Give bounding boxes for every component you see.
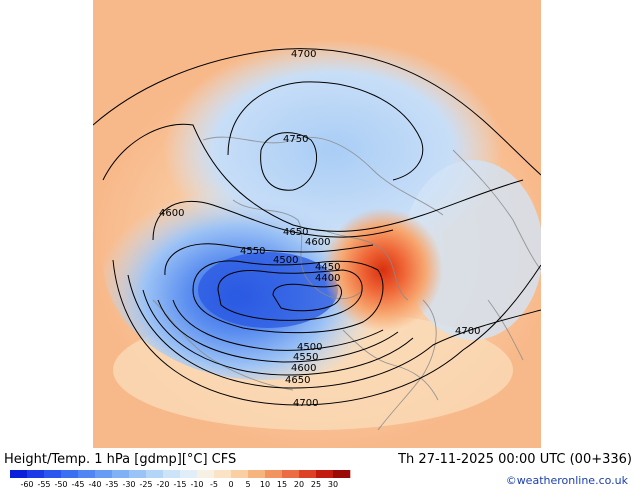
colorbar-swatch <box>316 470 334 478</box>
colorbar-swatch <box>197 470 215 478</box>
valid-time: Th 27-11-2025 00:00 UTC (00+336) <box>398 452 632 467</box>
weather-map: 4700 4750 4600 4650 4600 4550 4500 4450 … <box>93 0 541 448</box>
contour-4750 <box>260 132 318 191</box>
colorbar-tick-label: -30 <box>122 480 135 488</box>
colorbar-swatch <box>146 470 164 478</box>
contour-lines <box>93 48 541 406</box>
colorbar-swatch <box>231 470 249 478</box>
colorbar-tick-label: -55 <box>37 480 50 488</box>
contour-4600-outer <box>142 289 414 376</box>
contour-4550-outer <box>157 299 399 363</box>
contour-label-4650-low: 4650 <box>285 375 310 386</box>
colorbar-swatch <box>78 470 96 478</box>
colorbar-tick-label: -15 <box>173 480 186 488</box>
contour-4600 <box>152 200 394 241</box>
colorbar-swatch <box>163 470 181 478</box>
contour-labels: 4700 4750 4600 4650 4600 4550 4500 4450 … <box>159 49 480 409</box>
contour-4500 <box>192 260 384 334</box>
contour-label-4400: 4400 <box>315 273 340 284</box>
contour-4700-south <box>112 259 541 406</box>
colorbar-tick-label: 25 <box>311 480 321 488</box>
colorbar-tick-label: 10 <box>260 480 270 488</box>
colorbar-tick-label: 0 <box>228 480 233 488</box>
contour-label-4600-left: 4600 <box>159 208 184 219</box>
colorbar-tick-label: -60 <box>20 480 33 488</box>
contour-4450 <box>217 269 363 321</box>
contour-label-4500-left: 4500 <box>273 255 298 266</box>
temperature-colorbar: -60 -55 -50 -45 -40 -35 -30 -25 -20 -15 -10 -5 0 5 10 1… <box>10 470 351 488</box>
colorbar-swatch <box>27 470 45 478</box>
colorbar-swatch <box>282 470 300 478</box>
contour-label-4750: 4750 <box>283 134 308 145</box>
colorbar-tick-label: -35 <box>105 480 118 488</box>
colorbar-swatches <box>10 470 351 478</box>
contour-4500-outer <box>172 299 384 351</box>
contour-4700-north <box>93 48 541 176</box>
contour-4400 <box>272 283 342 312</box>
credit-link[interactable]: ©weatheronline.co.uk <box>505 474 628 487</box>
colorbar-ticks: -60 -55 -50 -45 -40 -35 -30 -25 -20 -15 -10 -5 0 5 10 1… <box>20 480 338 488</box>
contour-4650-outer <box>127 274 541 389</box>
contour-4650 <box>102 123 524 232</box>
colorbar-tick-label: -25 <box>139 480 152 488</box>
colorbar-swatch <box>180 470 198 478</box>
contour-label-4700-top: 4700 <box>291 49 316 60</box>
colorbar-swatch <box>44 470 62 478</box>
colorbar-swatch <box>299 470 317 478</box>
contour-label-4500-low: 4500 <box>297 342 322 353</box>
colorbar-swatch <box>214 470 232 478</box>
colorbar-tick-label: -50 <box>54 480 67 488</box>
colorbar-tick-label: -5 <box>210 480 218 488</box>
colorbar-swatch <box>95 470 113 478</box>
colorbar-swatch <box>61 470 79 478</box>
contour-label-4550-low: 4550 <box>293 352 318 363</box>
contour-label-4700-low: 4700 <box>293 398 318 409</box>
contour-label-4450: 4450 <box>315 262 340 273</box>
colorbar-tick-label: -45 <box>71 480 84 488</box>
contour-label-4700-right: 4700 <box>455 326 480 337</box>
contour-label-4650-mid: 4650 <box>283 227 308 238</box>
warm-core <box>323 208 443 332</box>
contour-label-4600-mid: 4600 <box>305 237 330 248</box>
map-title: Height/Temp. 1 hPa [gdmp][°C] CFS <box>4 452 237 467</box>
colorbar-tick-label: -20 <box>156 480 169 488</box>
coastlines <box>152 136 541 431</box>
contour-label-4550-left: 4550 <box>240 246 265 257</box>
colorbar-tick-label: -40 <box>88 480 101 488</box>
colorbar-tick-label: 30 <box>328 480 338 488</box>
colorbar-swatch <box>333 470 351 478</box>
contour-label-4600-low: 4600 <box>291 363 316 374</box>
colorbar-swatch <box>248 470 266 478</box>
colorbar-swatch <box>10 470 28 478</box>
colorbar-tick-label: 15 <box>277 480 287 488</box>
contour-4700-inner <box>227 81 424 181</box>
colorbar-swatch <box>265 470 283 478</box>
contour-4550 <box>164 243 374 276</box>
colorbar-swatch <box>129 470 147 478</box>
colorbar-tick-label: 20 <box>294 480 304 488</box>
colorbar-tick-label: -10 <box>190 480 203 488</box>
colorbar-swatch <box>112 470 130 478</box>
colorbar-tick-label: 5 <box>245 480 250 488</box>
